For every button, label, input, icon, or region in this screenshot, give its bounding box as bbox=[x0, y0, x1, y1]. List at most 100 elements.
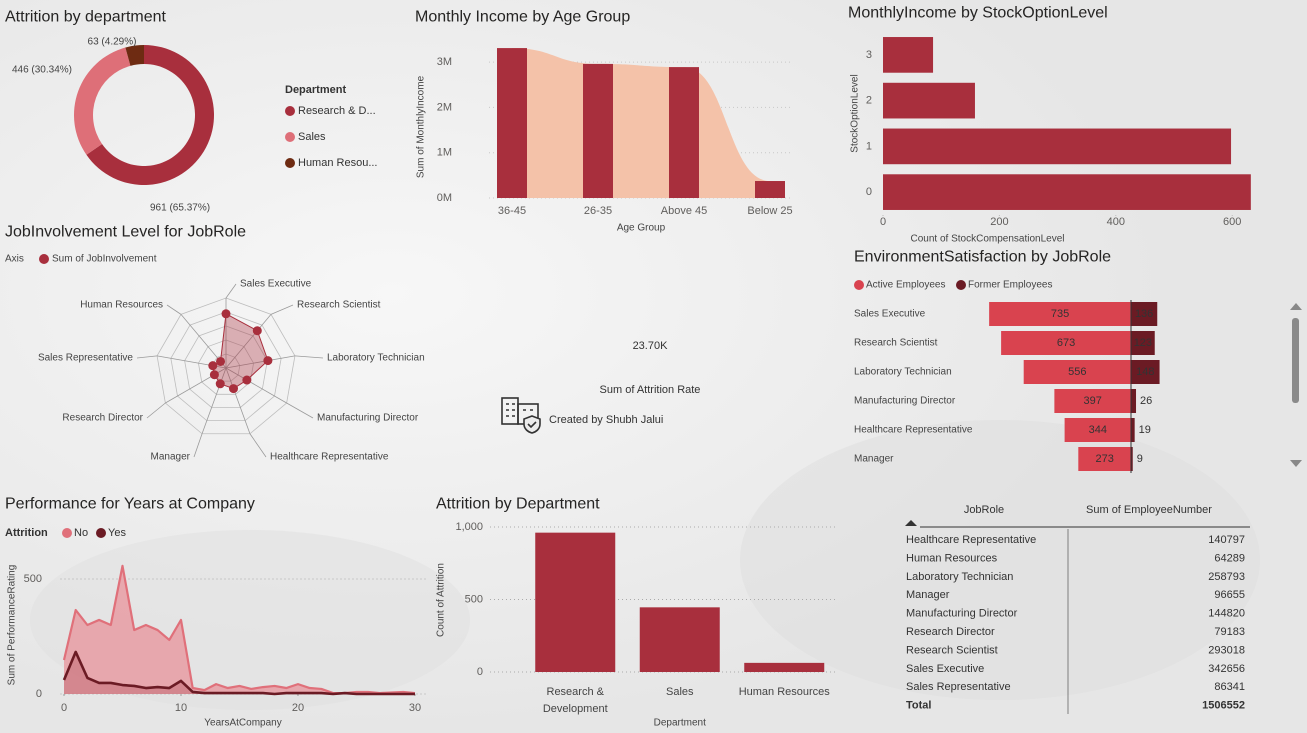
leader-line bbox=[146, 402, 166, 419]
x-tick-label: 36-45 bbox=[498, 205, 526, 217]
total-label: Total bbox=[906, 700, 931, 712]
x-tick-label: Above 45 bbox=[661, 205, 707, 217]
cell: Manager bbox=[906, 589, 950, 601]
data-label: 735 bbox=[1051, 308, 1069, 320]
bar bbox=[497, 48, 527, 198]
legend-swatch bbox=[854, 280, 864, 290]
total-value: 1506552 bbox=[1202, 700, 1245, 712]
bar-segment bbox=[1023, 360, 1131, 384]
scroll-down[interactable] bbox=[1290, 460, 1302, 467]
axis-label: Research Director bbox=[62, 413, 143, 424]
bar bbox=[535, 532, 616, 672]
cell: 79183 bbox=[1214, 626, 1245, 638]
cell: 342656 bbox=[1208, 663, 1245, 675]
scrollbar-thumb[interactable] bbox=[1292, 318, 1299, 403]
data-label: 961 (65.37%) bbox=[150, 203, 210, 214]
axis-label: Healthcare Representative bbox=[270, 452, 389, 463]
x-tick-label: Below 25 bbox=[747, 205, 792, 217]
scroll-up[interactable] bbox=[1290, 303, 1302, 310]
legend-swatch bbox=[956, 280, 966, 290]
bar bbox=[883, 82, 975, 119]
area-fill bbox=[64, 651, 415, 694]
legend-label: Research & D... bbox=[298, 105, 376, 117]
cell: Manufacturing Director bbox=[906, 608, 1018, 620]
credit-icon bbox=[501, 397, 541, 434]
bar-segment bbox=[1131, 447, 1133, 471]
radar-point bbox=[209, 370, 219, 380]
data-label: 136 bbox=[1135, 308, 1153, 320]
axis-label: Manufacturing Director bbox=[317, 413, 419, 424]
y-tick-label: 2M bbox=[437, 101, 452, 113]
radar-spoke bbox=[225, 367, 251, 434]
y-tick-label: 2 bbox=[866, 95, 872, 107]
x-axis-label: Age Group bbox=[617, 223, 666, 234]
radar-spoke bbox=[225, 314, 272, 369]
data-label: 148 bbox=[1136, 366, 1154, 378]
cell: Healthcare Representative bbox=[906, 534, 1036, 546]
sort-indicator bbox=[905, 520, 917, 526]
leader-line bbox=[136, 355, 158, 359]
x-tick-label: 20 bbox=[292, 702, 304, 714]
column-header: Sum of EmployeeNumber bbox=[1086, 504, 1212, 516]
radar-spoke bbox=[201, 367, 227, 434]
radar-ring bbox=[184, 325, 268, 408]
area-fill bbox=[64, 565, 415, 694]
cell: Sales Executive bbox=[906, 663, 984, 675]
legend-label: Sum of JobInvolvement bbox=[52, 254, 157, 265]
bar bbox=[883, 174, 1251, 210]
radar-spoke bbox=[225, 355, 296, 369]
axis-label: Laboratory Technician bbox=[327, 353, 425, 364]
x-tick-label: 26-35 bbox=[584, 205, 612, 217]
y-tick-label: 500 bbox=[465, 594, 483, 606]
cell: Sales Representative bbox=[906, 681, 1011, 693]
donut-slice bbox=[86, 45, 214, 185]
bar bbox=[669, 67, 699, 198]
y-tick-label: Manufacturing Director bbox=[854, 396, 956, 407]
y-tick-label: 0 bbox=[477, 666, 483, 678]
donut-slice bbox=[74, 47, 131, 155]
y-tick-label: 3 bbox=[866, 49, 872, 61]
chart-title: Attrition by department bbox=[5, 9, 167, 26]
bar-segment bbox=[1078, 447, 1131, 471]
cell: Research Scientist bbox=[906, 644, 998, 656]
cell: 293018 bbox=[1208, 644, 1245, 656]
radar-point bbox=[263, 356, 273, 366]
x-tick-label: 30 bbox=[409, 702, 421, 714]
card-value: 23.70K bbox=[633, 340, 669, 352]
bar bbox=[883, 37, 934, 73]
legend-swatch bbox=[39, 254, 49, 264]
x-tick-label: Research & Development bbox=[542, 686, 608, 715]
x-tick-label: 600 bbox=[1223, 216, 1241, 228]
y-axis-label: Sum of MonthlyIncome bbox=[416, 75, 427, 178]
leader-line bbox=[225, 283, 237, 299]
data-label: 673 bbox=[1057, 337, 1075, 349]
data-label: 397 bbox=[1084, 395, 1102, 407]
radar-ring bbox=[170, 311, 282, 422]
legend-label: Former Employees bbox=[968, 280, 1052, 291]
bar-segment bbox=[989, 302, 1131, 326]
radar-point bbox=[215, 379, 225, 389]
y-axis-label: Sum of PerformanceRating bbox=[7, 565, 18, 686]
data-label: 123 bbox=[1134, 337, 1152, 349]
x-tick-label: Human Resources bbox=[738, 686, 830, 698]
legend-swatch bbox=[285, 106, 295, 116]
legend-title: Attrition bbox=[5, 527, 48, 539]
legend-label: Active Employees bbox=[866, 280, 945, 291]
bar bbox=[755, 181, 785, 198]
bar-segment bbox=[1054, 389, 1131, 413]
radar-point bbox=[242, 375, 252, 385]
chart-title: EnvironmentSatisfaction by JobRole bbox=[854, 249, 1111, 266]
x-axis-label: YearsAtCompany bbox=[204, 718, 281, 729]
legend-swatch bbox=[285, 158, 295, 168]
donut-slice bbox=[125, 45, 144, 66]
legend-swatch bbox=[285, 132, 295, 142]
area bbox=[512, 48, 770, 198]
column-header: JobRole bbox=[964, 504, 1004, 516]
x-tick-label: 200 bbox=[990, 216, 1008, 228]
background-texture bbox=[740, 420, 1260, 700]
x-tick-label: Sales bbox=[665, 686, 694, 698]
data-label: 344 bbox=[1089, 424, 1107, 436]
x-tick-label: 0 bbox=[61, 702, 67, 714]
chart-title: Attrition by Department bbox=[436, 496, 600, 513]
